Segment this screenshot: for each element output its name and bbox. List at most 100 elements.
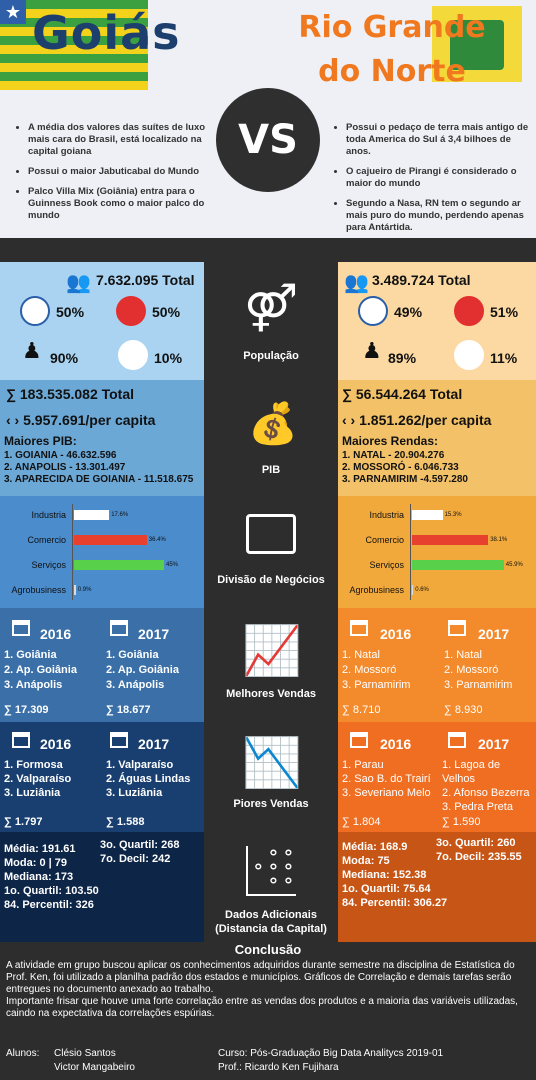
conclusion-paragraph-2: Importante frisar que houve uma forte co… bbox=[6, 996, 518, 1019]
additional-label: Dados Adicionais (Distancia da Capital) bbox=[204, 908, 338, 936]
calendar-icon bbox=[350, 620, 368, 636]
bar-value-label: 45% bbox=[166, 562, 179, 568]
stat-item: Média: 168.9 bbox=[342, 841, 408, 853]
list-item: 2. ANAPOLIS - 13.301.497 bbox=[4, 462, 126, 473]
title-rn-line2: do Norte bbox=[318, 54, 466, 89]
list-item: 3. Parnamirim bbox=[342, 679, 411, 691]
student-2: Victor Mangabeiro bbox=[54, 1062, 135, 1073]
bar-value-label: 38.1% bbox=[490, 537, 508, 543]
bar-industria bbox=[412, 510, 443, 520]
female-icon bbox=[116, 296, 146, 326]
sigma-icon: ∑ bbox=[106, 704, 114, 716]
stat-item: 7o. Decil: 235.55 bbox=[436, 851, 522, 863]
rn-worst-2016: 1. Parau 2. Sao B. do Trairí 3. Severiano … bbox=[342, 758, 431, 800]
year-2017: 2017 bbox=[478, 626, 510, 642]
list-item: 3. PARNAMIRIM -4.597.280 bbox=[342, 474, 468, 485]
list-item: 2. Sao B. do Trairí bbox=[342, 773, 431, 785]
rn-worst-2016-sum: ∑ 1.804 bbox=[342, 816, 380, 828]
stat-item: 84. Percentil: 326 bbox=[4, 899, 94, 911]
bar-value-label: 15.3% bbox=[444, 512, 462, 518]
additional-label-line2: (Distancia da Capital) bbox=[215, 923, 327, 935]
population-label-cell: ⚤ População bbox=[204, 262, 338, 380]
bar-value-label: 17.6% bbox=[111, 512, 129, 518]
business-label-cell: Divisão de Negócios bbox=[204, 496, 338, 608]
business-label: Divisão de Negócios bbox=[217, 574, 325, 586]
stat-item: Mediana: 152.38 bbox=[342, 869, 427, 881]
list-item: 1. GOIANIA - 46.632.596 bbox=[4, 450, 117, 461]
elder-icon bbox=[454, 340, 484, 370]
goias-business-chart: Industria 17.6% Comercio 36.4% Serviços 45% Ag… bbox=[0, 496, 204, 608]
bar-serviços bbox=[74, 560, 164, 570]
title-rn: Rio Grande do Norte bbox=[272, 6, 512, 94]
rn-worst-2017-sum-value: 1.590 bbox=[452, 816, 481, 828]
rn-population: 👥 3.489.724 Total 49% 51% ♟ 89% 11% bbox=[338, 262, 536, 380]
stat-item: 84. Percentil: 306.27 bbox=[342, 897, 448, 909]
list-item: 1. Lagoa de Velhos bbox=[442, 759, 501, 785]
fact-item: O cajueiro de Pirangi é considerado o ma… bbox=[346, 166, 530, 190]
goias-pib-head: Maiores PIB: bbox=[4, 434, 77, 448]
goias-best-2017: 1. Goiânia 2. Ap. Goiânia 3. Anápolis bbox=[106, 648, 179, 693]
money-bag-icon: 💰 bbox=[248, 402, 298, 446]
bar-category-label: Industria bbox=[31, 510, 66, 520]
sigma-icon: ∑ bbox=[342, 386, 352, 402]
list-item: 3. Severiano Melo bbox=[342, 787, 431, 799]
vs-circle: VS bbox=[216, 88, 320, 192]
stat-item: Mediana: 173 bbox=[4, 871, 74, 883]
rn-pib-total-value: 56.544.264 Total bbox=[355, 386, 463, 402]
code-icon: ‹ › bbox=[342, 412, 356, 428]
rn-flag bbox=[432, 6, 522, 82]
goias-pib-total-value: 183.535.082 Total bbox=[19, 386, 135, 402]
rn-worst-2016-sum-value: 1.804 bbox=[352, 816, 381, 828]
rn-worst-2017: 1. Lagoa de Velhos 2. Afonso Bezerra 3. Pe… bbox=[442, 758, 536, 814]
bar-comercio bbox=[74, 535, 147, 545]
goias-best-2017-sum: ∑ 18.677 bbox=[106, 704, 151, 716]
adult-icon: ♟ bbox=[362, 338, 382, 363]
list-item: 2. MOSSORÓ - 6.046.733 bbox=[342, 462, 459, 473]
goias-elder-pct: 10% bbox=[154, 350, 183, 366]
course: Curso: Pós-Graduação Big Data Analitycs … bbox=[218, 1048, 444, 1059]
list-item: 3. Luziânia bbox=[4, 787, 61, 799]
fact-item: Possui o maior Jabuticabal do Mundo bbox=[28, 166, 216, 178]
goias-best-sales: 2016 2017 1. Goiânia 2. Ap. Goiânia 3. Aná… bbox=[0, 608, 204, 722]
rn-worst-sales: 2016 2017 1. Parau 2. Sao B. do Trairí 3. … bbox=[338, 722, 536, 832]
goias-best-2016: 1. Goiânia 2. Ap. Goiânia 3. Anápolis bbox=[4, 648, 77, 693]
sigma-icon: ∑ bbox=[4, 704, 12, 716]
list-item: 2. Ap. Goiânia bbox=[106, 664, 179, 676]
stat-item: Média: 191.61 bbox=[4, 843, 76, 855]
worst-sales-label-cell: 📉 Piores Vendas bbox=[204, 722, 338, 832]
year-2017: 2017 bbox=[138, 626, 170, 642]
student-1: Clésio Santos bbox=[54, 1048, 116, 1059]
goias-pib-capita: ‹ › 5.957.691/per capita bbox=[6, 412, 155, 428]
year-2017: 2017 bbox=[138, 736, 170, 752]
goias-population: 👥 7.632.095 Total 50% 50% ♟ 90% 10% bbox=[0, 262, 204, 380]
fact-item: A média dos valores das suítes de luxo m… bbox=[28, 122, 216, 158]
bar-category-label: Agrobusiness bbox=[349, 585, 404, 595]
goias-pop-total: 7.632.095 Total bbox=[96, 272, 195, 288]
pib-label-cell: 💰 PIB bbox=[204, 380, 338, 496]
students-label: Alunos: bbox=[6, 1048, 40, 1059]
list-item: 1. Goiânia bbox=[106, 649, 159, 661]
bar-serviços bbox=[412, 560, 504, 570]
sigma-icon: ∑ bbox=[342, 704, 350, 716]
list-item: 2. Águas Lindas bbox=[106, 773, 191, 785]
bar-industria bbox=[74, 510, 110, 520]
bar-agrobusiness bbox=[412, 585, 414, 595]
conclusion: Conclusão A atividade em grupo buscou ap… bbox=[0, 942, 536, 1080]
stat-item: Moda: 75 bbox=[342, 855, 390, 867]
rn-flag-emblem bbox=[450, 20, 504, 70]
people-icon: 👥 bbox=[344, 272, 369, 294]
list-item: 1. Formosa bbox=[4, 759, 63, 771]
list-item: 2. Afonso Bezerra bbox=[442, 787, 530, 799]
goias-worst-2016-sum-value: 1.797 bbox=[14, 816, 43, 828]
title-goias: Goiás bbox=[32, 6, 181, 60]
elder-icon bbox=[118, 340, 148, 370]
goias-pib: ∑ 183.535.082 Total ‹ › 5.957.691/per ca… bbox=[0, 380, 204, 496]
stat-item: 3o. Quartil: 268 bbox=[100, 839, 180, 851]
chart-axis bbox=[410, 504, 411, 600]
population-label: População bbox=[243, 350, 299, 362]
male-icon bbox=[20, 296, 50, 326]
chart-up-icon: 📈 bbox=[242, 625, 302, 678]
rn-stats-right: 3o. Quartil: 260 7o. Decil: 235.55 bbox=[436, 836, 522, 864]
goias-pib-list: 1. GOIANIA - 46.632.596 2. ANAPOLIS - 13… bbox=[4, 450, 193, 486]
